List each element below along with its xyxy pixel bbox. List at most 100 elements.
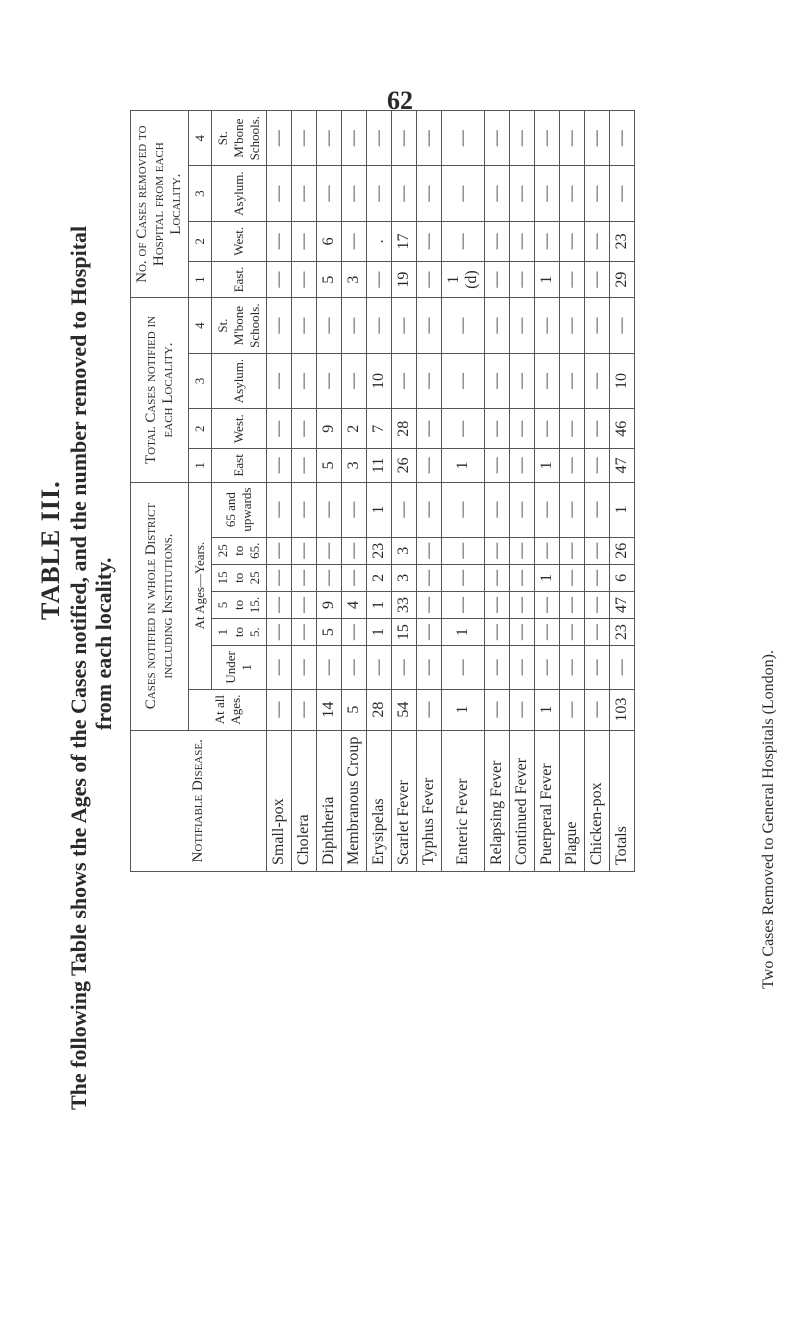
data-cell: — xyxy=(292,111,317,166)
data-cell: — xyxy=(535,353,560,408)
data-cell: — xyxy=(292,482,317,537)
data-cell: — xyxy=(292,409,317,449)
data-cell: — xyxy=(267,537,292,564)
table-row: Diphtheria14—59———59——56—— xyxy=(317,111,342,872)
data-cell: . xyxy=(367,221,392,261)
data-cell: — xyxy=(560,689,585,730)
col-at-ages: At Ages—Years. xyxy=(189,482,212,689)
data-cell: — xyxy=(560,482,585,537)
col-n1a: 1 xyxy=(189,449,212,482)
data-cell: — xyxy=(535,221,560,261)
table-row: Scarlet Fever54—153333—2628——1917—— xyxy=(392,111,417,872)
data-cell: — xyxy=(585,111,610,166)
data-cell: — xyxy=(485,298,510,353)
rotated-title-block: TABLE III. The following Table shows the… xyxy=(8,100,108,1250)
data-cell: — xyxy=(317,111,342,166)
data-cell: — xyxy=(485,111,510,166)
disease-cell: Puerperal Fever xyxy=(535,730,560,871)
data-cell: — xyxy=(535,166,560,221)
data-cell: — xyxy=(342,353,367,408)
table-row: Cholera——————————————— xyxy=(292,111,317,872)
col-cases-notified: Cases notified in whole District includi… xyxy=(131,482,189,730)
data-cell: — xyxy=(442,221,485,261)
data-cell: — xyxy=(535,537,560,564)
data-cell: 2 xyxy=(367,564,392,591)
data-cell: — xyxy=(485,166,510,221)
data-cell: — xyxy=(560,619,585,646)
data-cell: — xyxy=(535,482,560,537)
data-cell: 1 xyxy=(535,564,560,591)
disease-cell: Erysipelas xyxy=(367,730,392,871)
disease-cell: Small-pox xyxy=(267,730,292,871)
totr-asylum: — xyxy=(610,166,635,221)
data-cell: — xyxy=(392,353,417,408)
tot-asylum: 10 xyxy=(610,353,635,408)
totals-label: Totals xyxy=(610,730,635,871)
data-cell: — xyxy=(535,646,560,690)
data-cell: 23 xyxy=(367,537,392,564)
data-cell: — xyxy=(510,221,535,261)
data-cell: 7 xyxy=(367,409,392,449)
data-cell: 3 xyxy=(392,564,417,591)
data-cell: — xyxy=(392,111,417,166)
col-rem-east: East. xyxy=(212,261,267,298)
col-n4b: 4 xyxy=(189,111,212,166)
data-cell: 26 xyxy=(392,449,417,482)
data-cell: — xyxy=(485,221,510,261)
tot-allages: 103 xyxy=(610,689,635,730)
data-cell: — xyxy=(510,646,535,690)
data-cell: — xyxy=(560,353,585,408)
data-cell: 1 xyxy=(442,619,485,646)
data-cell: — xyxy=(442,353,485,408)
col-n3a: 3 xyxy=(189,353,212,408)
disease-cell: Continued Fever xyxy=(510,730,535,871)
data-cell: 3 xyxy=(392,537,417,564)
data-cell: — xyxy=(442,646,485,690)
data-cell: 11 xyxy=(367,449,392,482)
tot-u1: — xyxy=(610,646,635,690)
data-cell: 1 xyxy=(442,689,485,730)
data-cell: — xyxy=(267,221,292,261)
data-cell: — xyxy=(267,409,292,449)
data-cell: — xyxy=(342,298,367,353)
data-cell: — xyxy=(535,409,560,449)
data-cell: — xyxy=(535,619,560,646)
data-cell: — xyxy=(585,221,610,261)
data-cell: — xyxy=(560,298,585,353)
data-cell: — xyxy=(417,564,442,591)
col-n3b: 3 xyxy=(189,166,212,221)
col-tot-stm: St. M'bone Schools. xyxy=(212,298,267,353)
data-cell: 3 xyxy=(342,261,367,298)
data-cell: — xyxy=(267,619,292,646)
data-cell: — xyxy=(442,591,485,618)
data-cell: — xyxy=(417,537,442,564)
data-cell: 5 xyxy=(317,261,342,298)
data-cell: — xyxy=(292,564,317,591)
data-cell: — xyxy=(367,646,392,690)
data-cell: — xyxy=(267,166,292,221)
data-cell: — xyxy=(267,353,292,408)
col-rem-stm: St. M'bone Schools. xyxy=(212,111,267,166)
data-cell: — xyxy=(267,261,292,298)
table-caption-1: The following Table shows the Ages of th… xyxy=(66,226,92,1110)
disease-cell: Chicken-pox xyxy=(585,730,610,871)
data-cell: — xyxy=(585,564,610,591)
col-tot-asylum: Asylum. xyxy=(212,353,267,408)
data-cell: — xyxy=(417,689,442,730)
data-cell: — xyxy=(485,353,510,408)
data-cell: — xyxy=(317,482,342,537)
data-cell: — xyxy=(267,482,292,537)
data-cell: 3 xyxy=(342,449,367,482)
data-cell: — xyxy=(417,353,442,408)
tot-west: 46 xyxy=(610,409,635,449)
data-cell: — xyxy=(485,409,510,449)
data-cell: — xyxy=(510,537,535,564)
table-row: Relapsing Fever——————————————— xyxy=(485,111,510,872)
data-cell: — xyxy=(342,537,367,564)
data-cell: 33 xyxy=(392,591,417,618)
table-row: Plague——————————————— xyxy=(560,111,585,872)
data-cell: — xyxy=(560,537,585,564)
col-rem-asylum: Asylum. xyxy=(212,166,267,221)
data-cell: — xyxy=(585,409,610,449)
disease-cell: Scarlet Fever xyxy=(392,730,417,871)
